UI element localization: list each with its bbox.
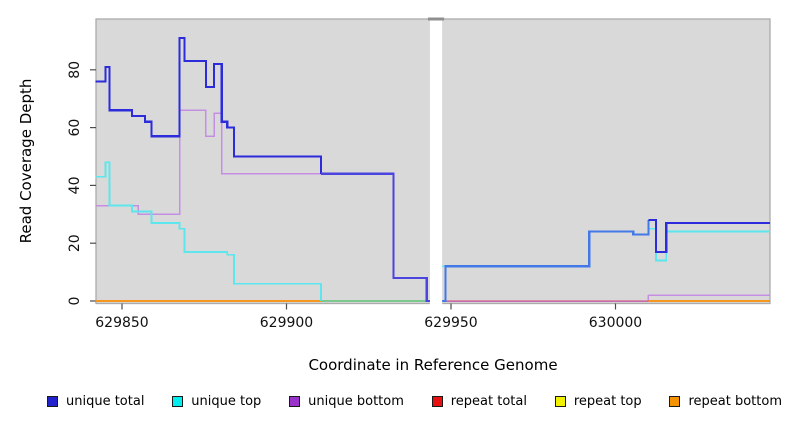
legend-item-unique-top: unique top [172,394,261,409]
legend-swatch-unique-bottom [289,396,301,407]
x-axis-title: Coordinate in Reference Genome [308,356,557,374]
legend-item-unique-bottom: unique bottom [289,394,404,409]
y-tick-label: 0 [67,297,83,306]
chart-legend: unique total unique top unique bottom repea… [0,394,792,409]
legend-label-repeat-top: repeat top [573,394,642,409]
y-tick-label: 60 [67,119,83,137]
legend-label-unique-total: unique total [66,394,145,409]
legend-swatch-repeat-top [554,396,566,407]
x-tick-label: 629900 [260,315,313,331]
legend-item-repeat-total: repeat total [431,394,527,409]
y-tick-label: 20 [67,234,83,252]
legend-label-repeat-total: repeat total [450,394,527,409]
y-tick-label: 80 [67,61,83,79]
y-axis-title: Read Coverage Depth [17,79,35,244]
legend-swatch-unique-top [172,396,184,407]
gap-top-border [427,17,445,21]
x-tick-label: 629850 [95,315,148,331]
series-unique-total [321,172,430,303]
series-unique-top [95,161,322,301]
legend-item-repeat-bottom: repeat bottom [669,394,782,409]
coverage-chart: 629850 629900 629950 630000 0 20 40 60 80 Coordi… [17,17,771,374]
legend-swatch-repeat-bottom [669,396,681,407]
legend-swatch-repeat-total [431,396,443,407]
legend-item-unique-total: unique total [47,394,144,409]
no-data-gap [429,20,443,312]
legend-item-repeat-top: repeat top [554,394,642,409]
series-unique-total [95,36,323,174]
legend-label-unique-bottom: unique bottom [308,394,404,409]
legend-label-unique-top: unique top [191,394,262,409]
x-tick-label: 630000 [589,315,642,331]
series-unique-total [442,220,650,303]
series-unique-total [648,219,771,253]
y-tick-label: 40 [67,176,83,194]
legend-label-repeat-bottom: repeat bottom [688,394,782,409]
legend-swatch-unique-total [47,396,58,407]
x-tick-label: 629950 [424,315,477,331]
